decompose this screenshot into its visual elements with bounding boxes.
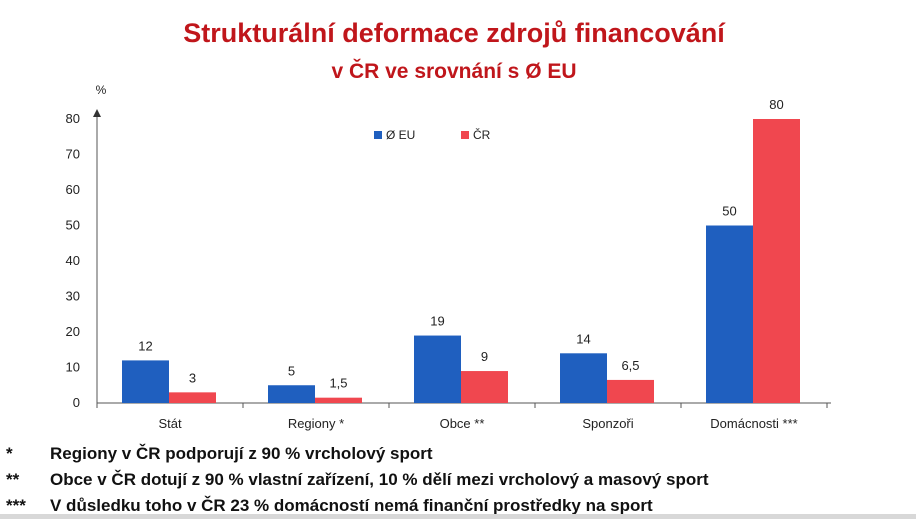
data-label: 1,5 <box>329 376 347 391</box>
data-label: 6,5 <box>621 358 639 373</box>
bar-cr <box>461 371 508 403</box>
footnote-mark: * <box>6 441 50 467</box>
y-tick-label: 50 <box>66 218 80 233</box>
footnote-text: V důsledku toho v ČR 23 % domácností nem… <box>50 496 653 515</box>
bar-eu <box>122 360 169 403</box>
footnote-mark: ** <box>6 467 50 493</box>
y-tick-label: 70 <box>66 147 80 162</box>
y-tick-label: 40 <box>66 253 80 268</box>
y-tick-label: 60 <box>66 182 80 197</box>
x-tick-label: Sponzoři <box>582 416 633 431</box>
y-axis-label: % <box>96 83 107 97</box>
bar-cr <box>315 398 362 403</box>
footnote-row: ** Obce v ČR dotují z 90 % vlastní zaříze… <box>6 467 906 493</box>
bar-eu <box>414 336 461 403</box>
data-label: 3 <box>189 370 196 385</box>
data-label: 12 <box>138 338 152 353</box>
x-tick-label: Domácnosti *** <box>710 416 797 431</box>
y-tick-label: 30 <box>66 289 80 304</box>
x-tick-label: Obce ** <box>440 416 485 431</box>
footnote-text: Regiony v ČR podporují z 90 % vrcholový … <box>50 444 433 463</box>
bar-cr <box>753 119 800 403</box>
legend-swatch <box>461 131 469 139</box>
y-tick-label: 20 <box>66 324 80 339</box>
data-label: 19 <box>430 314 444 329</box>
data-label: 9 <box>481 349 488 364</box>
bar-eu <box>560 353 607 403</box>
y-tick-label: 80 <box>66 111 80 126</box>
footnote-text: Obce v ČR dotují z 90 % vlastní zařízení… <box>50 470 709 489</box>
footnote-row: * Regiony v ČR podporují z 90 % vrcholový… <box>6 441 906 467</box>
bar-cr <box>169 392 216 403</box>
y-tick-label: 0 <box>73 395 80 410</box>
data-label: 5 <box>288 363 295 378</box>
data-label: 50 <box>722 204 736 219</box>
x-tick-label: Stát <box>158 416 182 431</box>
bar-cr <box>607 380 654 403</box>
data-label: 14 <box>576 331 590 346</box>
bar-eu <box>268 385 315 403</box>
bar-eu <box>706 226 753 404</box>
y-axis-arrow <box>93 109 101 117</box>
y-tick-label: 10 <box>66 360 80 375</box>
legend-label: Ø EU <box>386 128 415 142</box>
x-tick-label: Regiony * <box>288 416 344 431</box>
footnotes: * Regiony v ČR podporují z 90 % vrcholový… <box>6 441 906 519</box>
legend-label: ČR <box>473 127 491 142</box>
bar-chart: % 0 10 20 30 40 50 60 70 80 Stát Regiony * Obce ** Sp… <box>0 0 916 440</box>
data-label: 80 <box>769 97 783 112</box>
legend-swatch <box>374 131 382 139</box>
bottom-divider <box>0 514 916 519</box>
